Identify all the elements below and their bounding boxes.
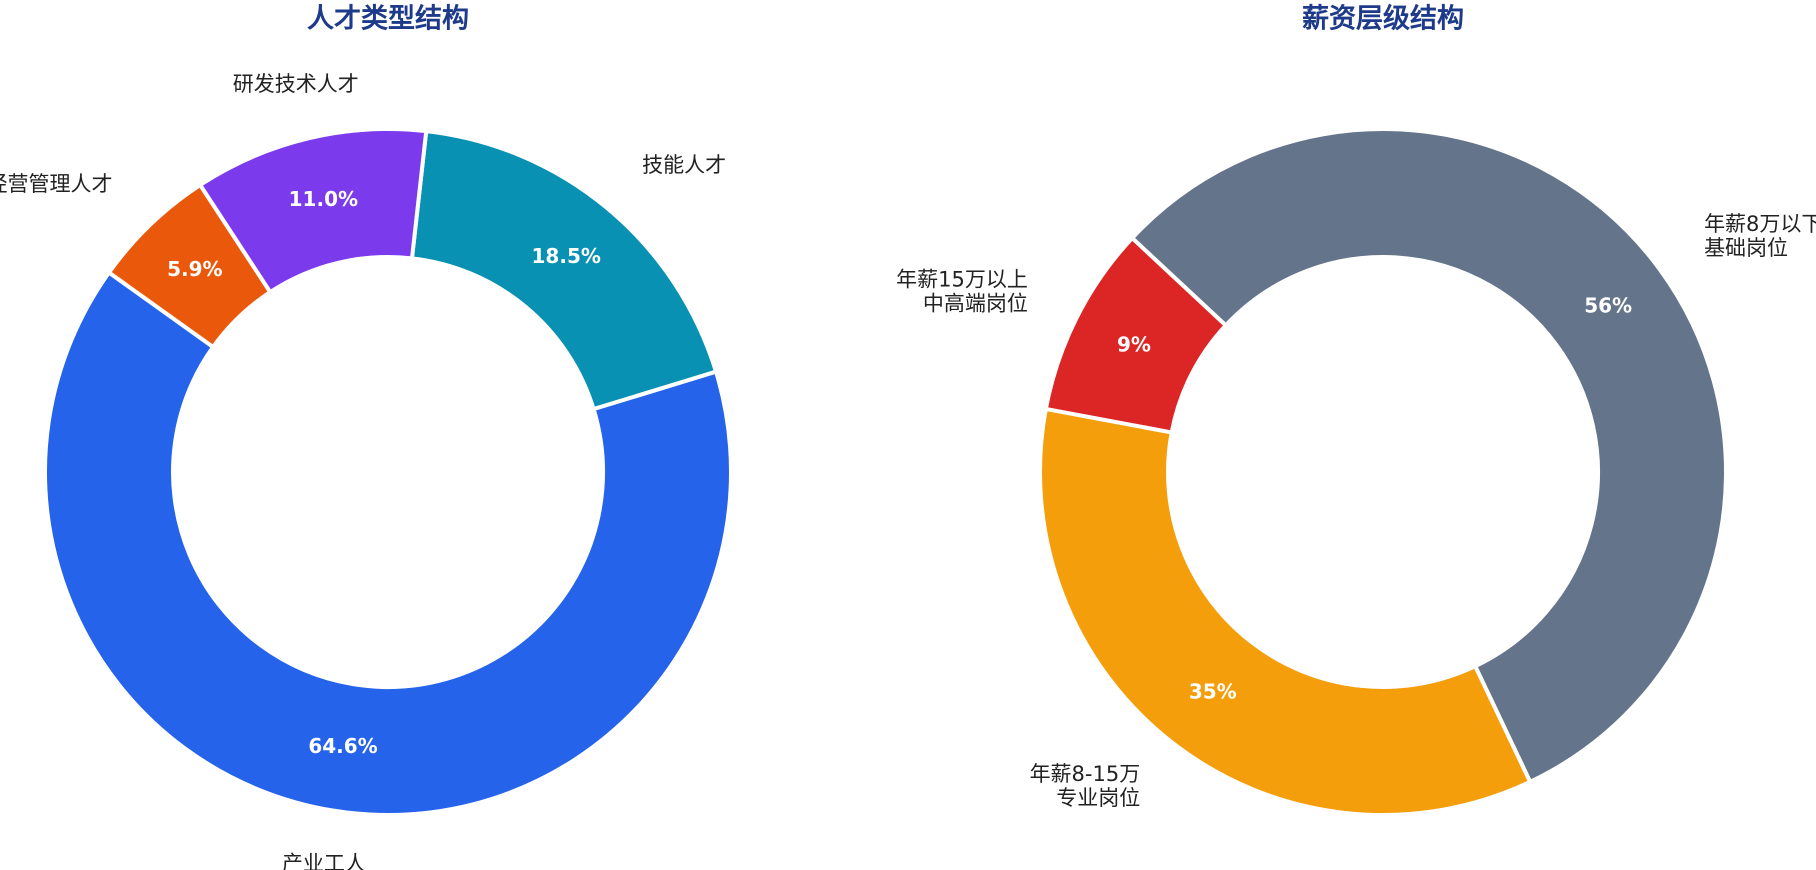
- donut-slice: [1043, 235, 1229, 435]
- category-label-line: 基础岗位: [1704, 236, 1788, 260]
- donut-slice: [43, 269, 733, 817]
- value-label: 9%: [1117, 333, 1151, 357]
- value-label: 5.9%: [167, 257, 222, 281]
- chart-title: 人才类型结构: [307, 4, 469, 35]
- category-label-line: 年薪8万以下: [1704, 212, 1816, 236]
- category-label: 年薪15万以上中高端岗位: [896, 268, 1028, 316]
- category-label: 研发技术人才: [233, 72, 359, 96]
- value-label: 35%: [1189, 680, 1237, 704]
- category-label: 年薪8-15万专业岗位: [1030, 762, 1141, 810]
- category-label-line: 中高端岗位: [923, 292, 1028, 316]
- category-label-line: 年薪15万以上: [896, 268, 1028, 292]
- category-label-line: 专业岗位: [1056, 786, 1140, 810]
- value-label: 18.5%: [532, 244, 601, 268]
- value-label: 56%: [1584, 294, 1632, 318]
- donut-slice: [1129, 127, 1728, 785]
- category-label: 经营管理人才: [0, 172, 113, 196]
- donut-slice: [409, 128, 719, 412]
- category-label-line: 年薪8-15万: [1030, 762, 1141, 786]
- chart-title: 薪资层级结构: [1302, 3, 1464, 35]
- category-label: 技能人才: [642, 153, 726, 177]
- category-label: 产业工人: [282, 852, 366, 870]
- donut-slice: [1038, 406, 1533, 817]
- donut-slice: [197, 127, 429, 295]
- value-label: 11.0%: [289, 187, 358, 211]
- category-label: 年薪8万以下基础岗位: [1704, 212, 1816, 260]
- value-label: 64.6%: [308, 734, 377, 758]
